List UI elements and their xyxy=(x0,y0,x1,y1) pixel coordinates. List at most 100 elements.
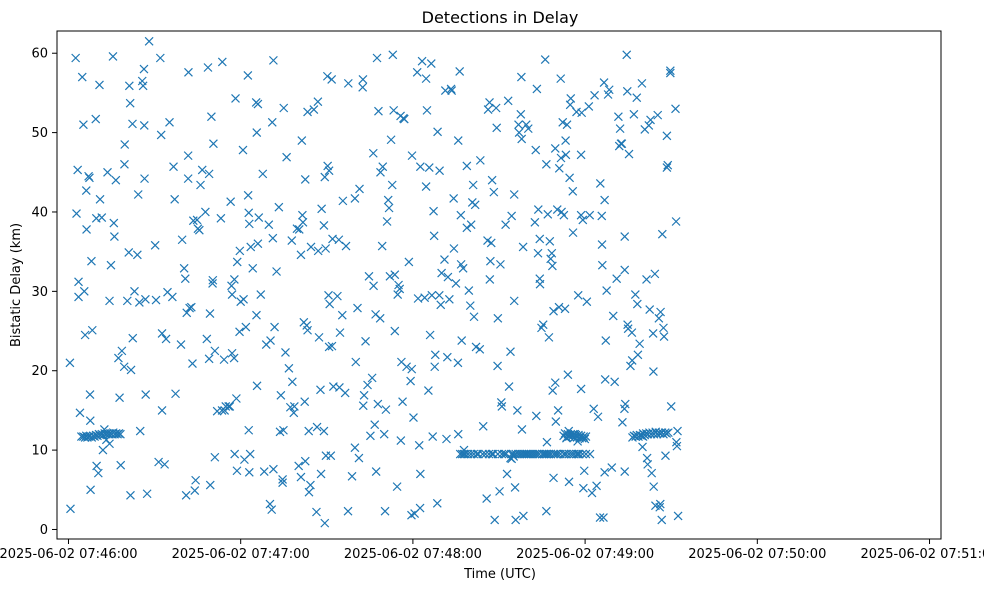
data-point xyxy=(160,459,170,469)
data-point xyxy=(553,405,563,415)
data-point xyxy=(646,115,655,125)
data-point xyxy=(306,242,316,252)
data-point xyxy=(151,295,161,305)
data-point xyxy=(120,159,129,169)
data-point xyxy=(77,72,87,82)
data-point xyxy=(239,294,248,304)
data-point xyxy=(105,439,114,449)
data-point xyxy=(364,271,374,281)
data-point xyxy=(665,66,675,76)
data-point xyxy=(453,358,463,368)
data-point xyxy=(284,363,294,373)
data-point xyxy=(124,81,134,91)
data-point xyxy=(393,290,403,299)
data-point xyxy=(304,487,314,497)
data-point xyxy=(568,186,578,196)
data-point xyxy=(313,97,323,107)
y-tick-label: 20 xyxy=(31,364,48,379)
data-point xyxy=(406,376,416,386)
data-point xyxy=(278,475,288,484)
data-point xyxy=(382,217,392,226)
data-point xyxy=(87,256,96,266)
data-point xyxy=(398,397,407,407)
data-point xyxy=(378,162,388,172)
data-point xyxy=(453,429,463,439)
data-point xyxy=(323,161,333,171)
data-point xyxy=(429,206,438,216)
data-point xyxy=(626,361,635,371)
data-point xyxy=(128,119,137,129)
data-point xyxy=(481,449,490,459)
data-point xyxy=(128,333,138,343)
data-point xyxy=(71,53,81,63)
data-point xyxy=(350,443,360,453)
data-point xyxy=(478,449,488,459)
data-point xyxy=(226,197,236,207)
data-point xyxy=(79,286,89,296)
data-point xyxy=(210,346,220,356)
data-point xyxy=(638,442,647,452)
data-point xyxy=(565,173,575,183)
data-point xyxy=(533,248,543,258)
data-point xyxy=(629,109,639,119)
data-point xyxy=(409,413,418,422)
data-point xyxy=(183,151,193,161)
data-point xyxy=(556,153,566,163)
data-point xyxy=(538,320,548,330)
data-point xyxy=(243,190,253,200)
data-point xyxy=(576,384,586,394)
data-point xyxy=(326,451,336,461)
x-tick-label: 2025-06-02 07:46:00 xyxy=(0,547,138,562)
data-point xyxy=(578,215,588,225)
data-point xyxy=(92,461,102,471)
data-point xyxy=(650,269,660,279)
data-point xyxy=(376,167,385,177)
data-point xyxy=(377,241,387,251)
data-point xyxy=(196,180,205,190)
data-point xyxy=(176,340,186,349)
data-point xyxy=(191,475,201,485)
data-point xyxy=(657,515,667,525)
data-point xyxy=(383,195,393,205)
data-point xyxy=(578,483,588,493)
data-point xyxy=(653,110,663,120)
data-point xyxy=(554,163,564,173)
data-point xyxy=(180,274,190,284)
data-point xyxy=(655,499,665,509)
data-point xyxy=(230,449,240,459)
data-point xyxy=(589,404,599,414)
data-point xyxy=(599,78,609,88)
data-point xyxy=(85,390,95,399)
data-point xyxy=(561,150,571,160)
data-point xyxy=(551,417,561,426)
data-point xyxy=(133,190,143,199)
data-point xyxy=(458,263,468,273)
data-point xyxy=(95,80,104,90)
data-point xyxy=(85,173,94,183)
data-point xyxy=(648,328,658,338)
data-point xyxy=(289,402,299,411)
x-tick-label: 2025-06-02 07:51:00 xyxy=(860,547,984,562)
data-point xyxy=(229,353,239,363)
data-point xyxy=(492,123,502,133)
data-point xyxy=(590,90,599,100)
data-point xyxy=(206,112,216,122)
data-point xyxy=(81,186,91,195)
data-point xyxy=(415,503,425,513)
data-point xyxy=(468,180,478,190)
data-point xyxy=(324,342,334,352)
data-point xyxy=(432,498,442,508)
data-point xyxy=(451,278,461,288)
data-point xyxy=(542,449,552,459)
y-tick-label: 0 xyxy=(40,523,48,538)
data-point xyxy=(370,420,380,430)
data-point xyxy=(316,385,325,395)
data-point xyxy=(296,472,306,482)
data-point xyxy=(325,299,335,309)
data-point xyxy=(490,515,500,525)
data-point xyxy=(115,393,124,403)
data-point xyxy=(317,204,327,214)
y-tick-label: 30 xyxy=(31,285,48,300)
data-point xyxy=(177,235,187,245)
data-point xyxy=(169,162,178,172)
